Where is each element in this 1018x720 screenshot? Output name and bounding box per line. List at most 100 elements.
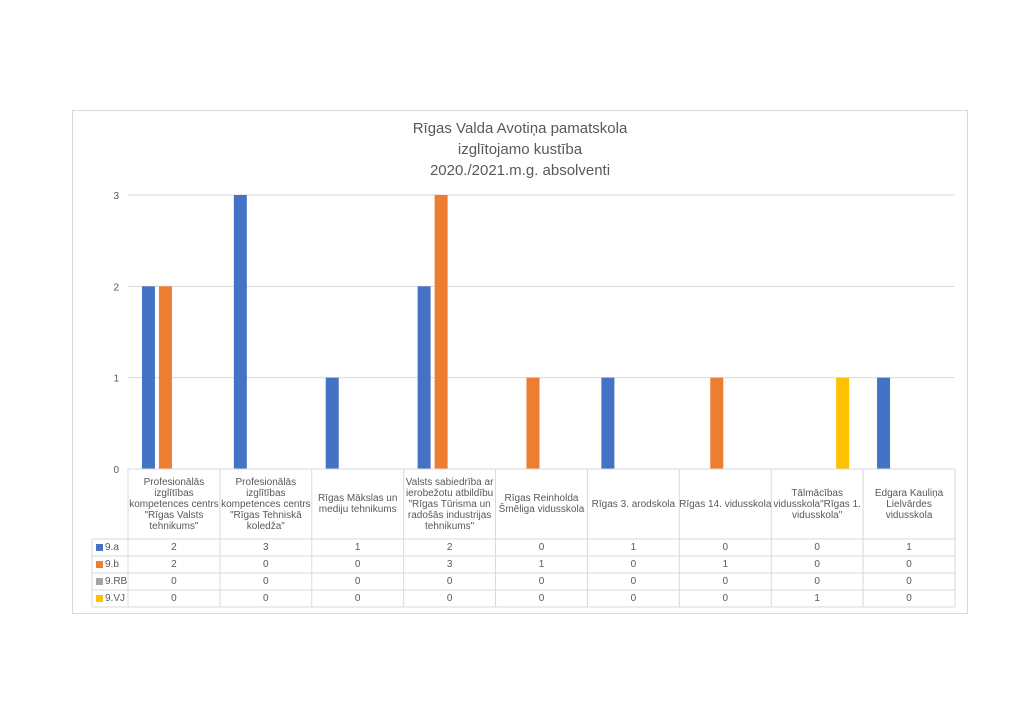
category-label-line: "Rīgas Tūrisma un (408, 498, 491, 510)
table-cell: 2 (171, 559, 177, 570)
table-cell: 0 (263, 559, 269, 570)
legend-key (96, 544, 103, 551)
table-cell: 0 (171, 576, 177, 587)
category-label-line: Šmēliga vidusskola (498, 504, 585, 515)
bar (141, 286, 155, 469)
table-cell: 0 (722, 576, 729, 587)
series-name: 9.a (105, 542, 119, 553)
table-cell: 0 (446, 593, 453, 604)
category-label: Valsts sabiedrība ar ierobežotu atbildību… (405, 469, 495, 539)
table-cell: 1 (538, 559, 545, 570)
table-cell: 0 (354, 593, 361, 604)
category-label-line: vidusskola" (792, 509, 843, 521)
category-label-line: tehnikums" (149, 520, 199, 532)
chart-title: Rīgas Valda Avotiņa pamatskola izglītoja… (72, 118, 968, 181)
category-label-line: Rīgas 3. arodskola (591, 498, 676, 510)
table-cell: 0 (354, 559, 361, 570)
series-name: 9.RB (105, 576, 128, 587)
chart-title-line-1: Rīgas Valda Avotiņa pamatskola (412, 120, 628, 137)
category-label: Rīgas 14. vidusskola (679, 469, 772, 539)
table-cell: 0 (538, 576, 545, 587)
category-label: Tālmācības vidusskola"Rīgas 1. vidusskola" (772, 469, 862, 539)
category-label: Rīgas Mākslas un mediju tehnikums (313, 469, 403, 539)
category-label-line: Edgara Kauliņa (874, 487, 944, 499)
series-name: 9.VJ (105, 593, 126, 604)
table-cell: 1 (906, 542, 912, 553)
table-cell: 0 (171, 593, 177, 604)
category-label-line: radošās industrijas (407, 509, 492, 521)
table-cell: 0 (263, 593, 269, 604)
bar (526, 377, 540, 469)
category-label-line: kompetences centrs (129, 498, 219, 510)
category-label-line: Profesionālās (235, 476, 297, 488)
table-cell: 1 (354, 542, 361, 553)
bar (710, 377, 724, 469)
legend-key (96, 595, 103, 602)
legend-key (96, 578, 103, 585)
table-cell: 0 (630, 576, 637, 587)
table-cell: 0 (630, 593, 637, 604)
category-label-line: Tālmācības (791, 487, 843, 499)
legend-key (96, 561, 103, 568)
category-label-line: vidusskola (885, 509, 933, 521)
bar (877, 377, 891, 469)
category-label: Rīgas 3. arodskola (588, 469, 678, 539)
category-label-line: ierobežotu atbildību (405, 487, 494, 499)
category-label: Profesionālās izglītības kompetences centr… (221, 469, 311, 539)
table-cell: 1 (814, 593, 820, 604)
table-cell: 0 (354, 576, 361, 587)
table-cell: 1 (722, 559, 729, 570)
y-tick-label: 1 (113, 374, 119, 385)
category-label: Edgara Kauliņa Lielvārdes vidusskola (864, 469, 954, 539)
category-label-line: kompetences centrs (221, 498, 311, 510)
bar (325, 377, 339, 469)
table-cell: 0 (814, 559, 820, 570)
table-cell: 0 (446, 576, 453, 587)
series-name: 9.b (105, 559, 119, 570)
table-cell: 3 (446, 559, 453, 570)
category-label-line: izglītības (154, 487, 194, 499)
table-cell: 0 (263, 576, 269, 587)
category-label-line: Rīgas 14. vidusskola (679, 498, 772, 510)
table-cell: 0 (906, 559, 912, 570)
bar (158, 286, 172, 469)
category-label-line: koledža" (246, 520, 285, 532)
table-cell: 0 (722, 542, 729, 553)
table-cell: 1 (630, 542, 637, 553)
category-label-line: tehnikums" (425, 520, 475, 532)
bar (836, 377, 850, 469)
bar (233, 195, 247, 469)
table-cell: 0 (814, 576, 820, 587)
table-cell: 0 (906, 593, 912, 604)
category-label-line: vidusskola"Rīgas 1. (773, 498, 861, 510)
category-label-line: mediju tehnikums (318, 504, 397, 515)
bar (417, 286, 431, 469)
y-tick-label: 3 (113, 191, 119, 202)
category-label-line: izglītības (246, 487, 286, 499)
category-label-line: "Rīgas Valsts (144, 509, 204, 521)
category-label-line: Lielvārdes (886, 498, 932, 510)
bar (601, 377, 615, 469)
category-label-line: Valsts sabiedrība ar (405, 476, 494, 488)
category-label-line: Rīgas Mākslas un (317, 493, 398, 504)
bar (434, 195, 448, 469)
category-label: Rīgas Reinholda Šmēliga vidusskola (497, 469, 587, 539)
category-label-line: "Rīgas Tehniskā (229, 509, 302, 521)
table-cell: 0 (538, 593, 545, 604)
chart-frame (72, 110, 968, 614)
table-cell: 0 (630, 559, 637, 570)
table-cell: 0 (722, 593, 729, 604)
category-label-line: Profesionālās (143, 476, 205, 488)
y-tick-label: 0 (113, 465, 119, 476)
table-cell: 3 (263, 542, 269, 553)
table-cell: 0 (906, 576, 912, 587)
chart-title-line-2: izglītojamo kustība (457, 141, 583, 158)
table-cell: 2 (171, 542, 177, 553)
chart-title-line-3: 2020./2021.m.g. absolventi (429, 162, 611, 179)
table-cell: 2 (446, 542, 453, 553)
table-cell: 0 (538, 542, 545, 553)
y-tick-label: 2 (113, 282, 119, 293)
category-label: Profesionālās izglītības kompetences centr… (129, 469, 219, 539)
table-cell: 0 (814, 542, 820, 553)
